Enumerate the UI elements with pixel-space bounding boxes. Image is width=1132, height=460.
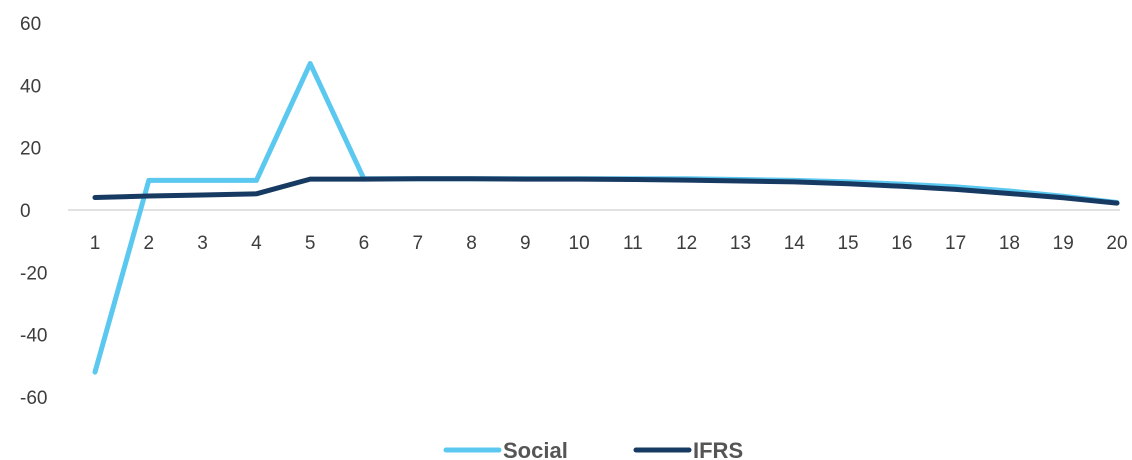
x-tick-label: 19 bbox=[1053, 233, 1074, 254]
y-tick-label: -20 bbox=[20, 263, 47, 284]
y-tick-label: 0 bbox=[20, 201, 31, 222]
legend-label-ifrs: IFRS bbox=[693, 438, 743, 460]
y-tick-label: 20 bbox=[20, 139, 41, 160]
x-tick-label: 14 bbox=[784, 233, 806, 254]
x-tick-label: 6 bbox=[359, 233, 370, 254]
x-tick-label: 8 bbox=[466, 233, 477, 254]
x-tick-label: 7 bbox=[412, 233, 423, 254]
x-tick-label: 16 bbox=[891, 233, 912, 254]
x-axis-ticks: 1 2 3 4 5 6 7 8 9 10 11 12 13 14 15 16 17 18 19 20 bbox=[90, 233, 1128, 254]
series-line-ifrs bbox=[92, 176, 1120, 206]
x-tick-label: 18 bbox=[999, 233, 1020, 254]
y-tick-label: -40 bbox=[20, 326, 47, 347]
x-tick-label: 15 bbox=[837, 233, 858, 254]
x-tick-label: 17 bbox=[945, 233, 966, 254]
x-tick-label: 12 bbox=[676, 233, 697, 254]
y-tick-label: 60 bbox=[20, 14, 41, 35]
legend-label-social: Social bbox=[503, 438, 568, 460]
x-tick-label: 3 bbox=[197, 233, 208, 254]
x-tick-label: 9 bbox=[520, 233, 531, 254]
x-tick-label: 5 bbox=[305, 233, 316, 254]
x-tick-label: 1 bbox=[90, 233, 101, 254]
x-tick-label: 20 bbox=[1106, 233, 1127, 254]
x-tick-label: 10 bbox=[569, 233, 590, 254]
x-tick-label: 13 bbox=[730, 233, 751, 254]
x-tick-label: 2 bbox=[144, 233, 155, 254]
y-axis-ticks: 60 40 20 0 -20 -40 -60 bbox=[20, 14, 47, 409]
series-lines bbox=[92, 61, 1120, 375]
legend: Social IFRS bbox=[443, 438, 743, 460]
y-tick-label: 40 bbox=[20, 76, 41, 97]
x-tick-label: 11 bbox=[623, 233, 643, 254]
y-tick-label: -60 bbox=[20, 388, 47, 409]
x-tick-label: 4 bbox=[251, 233, 262, 254]
series-line-social bbox=[92, 61, 1120, 375]
